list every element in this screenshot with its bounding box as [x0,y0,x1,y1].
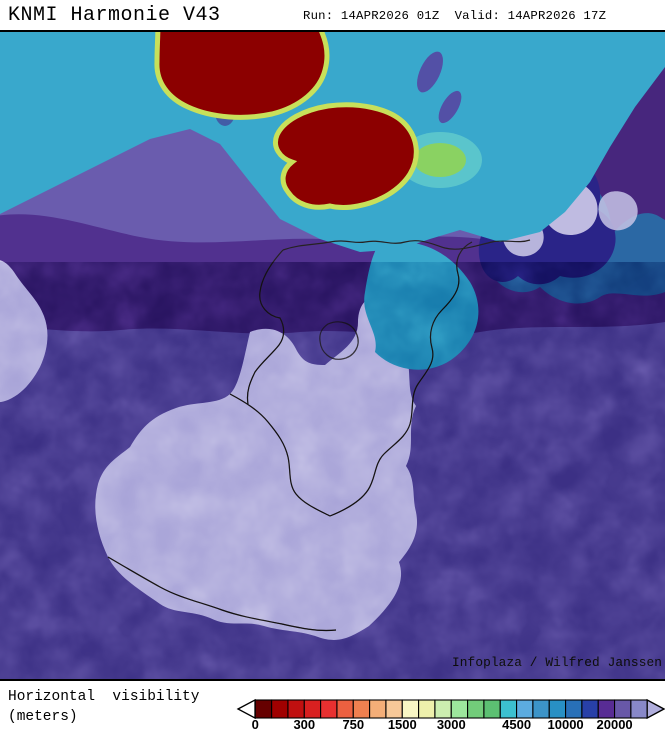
svg-text:4500: 4500 [502,717,531,729]
svg-text:10000: 10000 [548,717,584,729]
svg-text:0: 0 [252,717,259,729]
svg-text:750: 750 [342,717,364,729]
svg-text:300: 300 [293,717,315,729]
svg-text:3000: 3000 [437,717,466,729]
svg-text:20000: 20000 [597,717,633,729]
svg-text:1500: 1500 [388,717,417,729]
